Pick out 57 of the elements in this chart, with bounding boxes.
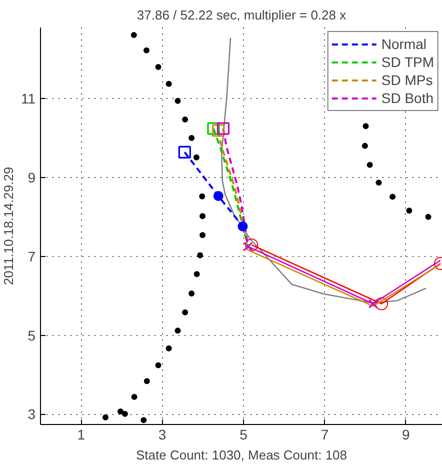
point (375, 297, 388, 310)
point (199, 193, 206, 200)
legend-label: SD Both (381, 89, 434, 107)
point (155, 362, 162, 368)
point (182, 116, 188, 122)
y-tick-label: 5 (28, 327, 36, 344)
point (366, 162, 373, 168)
point (194, 271, 200, 278)
point (182, 309, 188, 316)
point (200, 232, 206, 238)
point (200, 213, 206, 220)
point (144, 378, 150, 384)
x-tick-label: 7 (320, 426, 329, 442)
y-tick-label: 9 (28, 169, 36, 186)
point (188, 290, 195, 296)
legend-label: SD MPs (381, 71, 433, 89)
point (122, 410, 128, 417)
point (102, 414, 108, 420)
point (197, 252, 204, 258)
point (178, 146, 191, 159)
x-tick-label: 9 (402, 426, 410, 442)
legend-label: SD TPM (381, 53, 434, 71)
x-axis-title: State Count: 1030, Meas Count: 108 (136, 448, 348, 462)
point (212, 124, 225, 137)
point (174, 328, 181, 334)
point (390, 194, 396, 200)
point (406, 208, 412, 214)
chart-title: 37.86 / 52.22 sec, multiplier = 0.28 x (136, 8, 347, 22)
point (207, 122, 220, 135)
x-tick-label: 1 (77, 426, 86, 442)
point (238, 221, 248, 232)
y-axis-title: 2011.10.18.14.29.29 (0, 166, 16, 286)
point (166, 80, 172, 87)
x-tick-label: 5 (240, 426, 248, 442)
y-tick-label: 3 (28, 406, 36, 422)
legend-label: Normal (381, 35, 426, 53)
point (188, 135, 195, 141)
point (117, 408, 124, 414)
point (362, 142, 368, 149)
point (213, 191, 224, 201)
point (245, 238, 258, 252)
point (425, 214, 432, 220)
point (174, 98, 181, 104)
point (155, 64, 162, 70)
point (216, 122, 230, 135)
point (130, 32, 137, 38)
y-tick-label: 11 (20, 90, 36, 107)
point (368, 299, 378, 308)
point (193, 154, 200, 160)
y-tick-label: 7 (28, 248, 36, 264)
point (131, 394, 138, 400)
point (166, 345, 172, 352)
point (362, 123, 369, 130)
x-tick-label: 3 (158, 426, 166, 442)
point (143, 47, 150, 54)
point (376, 180, 382, 186)
point (140, 417, 147, 424)
